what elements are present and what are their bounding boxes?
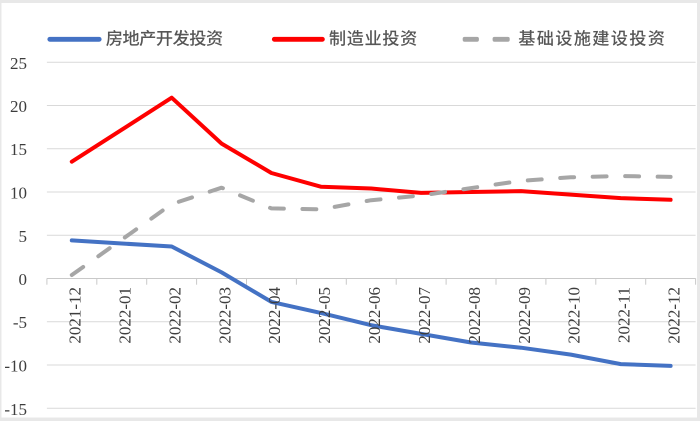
svg-text:2022-09: 2022-09 (515, 287, 534, 344)
svg-text:2022-04: 2022-04 (265, 287, 284, 344)
svg-text:2022-12: 2022-12 (664, 287, 683, 344)
svg-text:2022-10: 2022-10 (565, 287, 584, 344)
svg-text:-10: -10 (4, 357, 27, 376)
svg-text:2022-05: 2022-05 (315, 287, 334, 344)
svg-text:2022-07: 2022-07 (415, 287, 434, 344)
svg-text:2022-01: 2022-01 (116, 287, 135, 344)
svg-text:20: 20 (10, 97, 27, 116)
svg-text:0: 0 (19, 270, 28, 289)
svg-text:10: 10 (10, 184, 27, 203)
svg-text:2022-08: 2022-08 (465, 287, 484, 344)
svg-text:5: 5 (19, 227, 28, 246)
svg-text:25: 25 (10, 54, 27, 73)
svg-text:-15: -15 (4, 400, 27, 419)
svg-text:2022-02: 2022-02 (166, 287, 185, 344)
svg-text:2022-03: 2022-03 (215, 287, 234, 344)
svg-text:-5: -5 (13, 313, 27, 332)
svg-text:2022-11: 2022-11 (615, 287, 634, 343)
svg-text:2021-12: 2021-12 (66, 287, 85, 344)
svg-text:15: 15 (10, 140, 27, 159)
svg-text:2022-06: 2022-06 (365, 287, 384, 344)
